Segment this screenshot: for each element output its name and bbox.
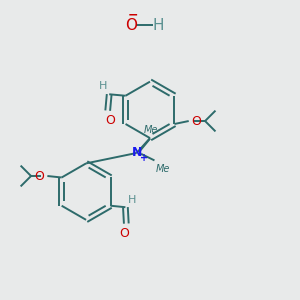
Text: O: O <box>34 169 44 182</box>
Text: O: O <box>120 226 130 239</box>
Text: O: O <box>191 115 201 128</box>
Text: H: H <box>99 81 107 91</box>
Text: H: H <box>152 18 164 33</box>
Text: O: O <box>125 18 137 33</box>
Text: O: O <box>105 114 115 127</box>
Text: H: H <box>128 195 136 205</box>
Text: Me: Me <box>143 125 158 135</box>
Text: +: + <box>140 153 148 163</box>
Text: N: N <box>131 146 142 160</box>
Text: −: − <box>127 8 138 21</box>
Text: Me: Me <box>156 164 170 174</box>
